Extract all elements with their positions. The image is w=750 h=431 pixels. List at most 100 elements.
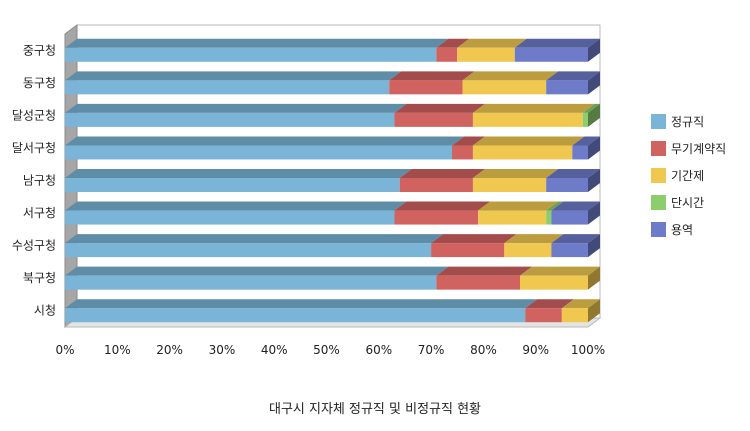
bar-segment: [478, 210, 547, 225]
x-tick-label: 0%: [55, 343, 74, 357]
legend-swatch: [651, 168, 666, 183]
bar-segment-top: [394, 201, 491, 211]
bar-segment-top: [546, 169, 600, 178]
bar-segment: [472, 112, 583, 127]
legend-label: 무기계약직: [671, 141, 726, 156]
bar-segment: [525, 308, 562, 323]
bar-segment-top: [65, 201, 407, 211]
legend-label: 정규직: [671, 115, 704, 129]
bar-segment: [394, 210, 479, 225]
bar-segment: [65, 178, 400, 192]
bar-segment: [514, 47, 588, 62]
bar-segment-top: [65, 266, 449, 276]
legend-label: 용역: [671, 223, 693, 237]
bar-segment: [65, 308, 526, 323]
category-label: 달서구청: [12, 141, 56, 155]
bar-segment-top: [546, 71, 600, 81]
bar-segment-top: [65, 38, 449, 48]
bar-end-face: [588, 266, 600, 290]
bar-segment: [504, 243, 552, 258]
bar-segment-top: [472, 136, 585, 146]
legend-swatch: [651, 114, 666, 129]
bar-segment-top: [514, 38, 600, 48]
x-tick-label: 60%: [365, 343, 392, 357]
bar-segment: [472, 145, 573, 160]
bar-segment: [436, 47, 458, 62]
bar-segment: [431, 243, 505, 258]
category-label: 시청: [34, 304, 56, 318]
bar-segment: [462, 80, 547, 95]
bar-segment: [394, 112, 473, 127]
x-tick-label: 100%: [571, 343, 605, 357]
bar-segment: [472, 178, 547, 192]
bar-segment-top: [452, 136, 485, 146]
category-label: 남구청: [23, 174, 56, 188]
bar-segment-top: [561, 299, 600, 309]
bar-segment-top: [551, 201, 600, 211]
bar-end-face: [588, 71, 600, 95]
bar-segment: [65, 112, 395, 127]
bar-segment: [546, 80, 588, 95]
category-label: 중구청: [23, 43, 56, 57]
bar-segment: [582, 112, 588, 127]
bar-segment: [551, 210, 588, 225]
bar-segment: [65, 275, 437, 290]
bar-segment-top: [436, 38, 470, 48]
bar-end-face: [588, 201, 600, 225]
bar-segment-top: [551, 234, 600, 244]
bar-segment-top: [436, 266, 533, 276]
bar-end-face: [588, 234, 600, 258]
bar-segment-top: [572, 136, 600, 146]
bar-segment: [561, 308, 588, 323]
x-tick-label: 50%: [313, 343, 340, 357]
bar-segment-top: [520, 266, 600, 276]
bar-segment-top: [582, 103, 600, 113]
x-tick-label: 10%: [104, 343, 131, 357]
category-label: 서구청: [23, 206, 56, 220]
bar-segment-top: [478, 201, 559, 211]
bar-segment-top: [399, 169, 485, 178]
bar-segment: [546, 178, 588, 192]
bar-segment: [457, 47, 515, 62]
legend-swatch: [651, 141, 666, 156]
bar-segment: [452, 145, 473, 160]
bar-segment-top: [504, 234, 564, 244]
bar-segment-top: [65, 136, 465, 146]
bar-segment: [65, 47, 437, 62]
bar-segment: [65, 210, 395, 225]
legend-label: 단시간: [671, 196, 704, 210]
x-tick-label: 90%: [522, 343, 549, 357]
bar-segment-top: [65, 103, 407, 113]
bar-segment: [572, 145, 588, 160]
bar-end-face: [588, 169, 600, 192]
bar-segment-top: [65, 299, 538, 309]
bar-segment: [399, 178, 473, 192]
bar-segment: [436, 275, 521, 290]
chart-title: 대구시 지자체 정규직 및 비정규직 현황: [268, 402, 482, 417]
category-label: 동구청: [23, 76, 56, 90]
category-label: 북구청: [23, 271, 56, 285]
category-label: 달성군청: [12, 108, 56, 122]
x-tick-label: 30%: [209, 343, 236, 357]
bar-segment: [551, 243, 588, 258]
legend-swatch: [651, 222, 666, 237]
bar-segment-top: [65, 71, 402, 81]
bar-segment: [389, 80, 463, 95]
bar-segment-top: [462, 71, 559, 81]
x-tick-label: 70%: [418, 343, 445, 357]
bar-segment-top: [431, 234, 517, 244]
category-label: 수성구청: [12, 239, 56, 253]
bar-segment: [520, 275, 588, 290]
bar-end-face: [588, 136, 600, 160]
legend-swatch: [651, 195, 666, 210]
bar-segment: [65, 145, 453, 160]
x-tick-label: 40%: [261, 343, 288, 357]
bar-segment-top: [472, 169, 559, 178]
bar-segment: [65, 80, 390, 95]
bar-end-face: [588, 299, 600, 323]
bar-segment-top: [394, 103, 485, 113]
bar-end-face: [588, 103, 600, 127]
x-tick-label: 80%: [470, 343, 497, 357]
